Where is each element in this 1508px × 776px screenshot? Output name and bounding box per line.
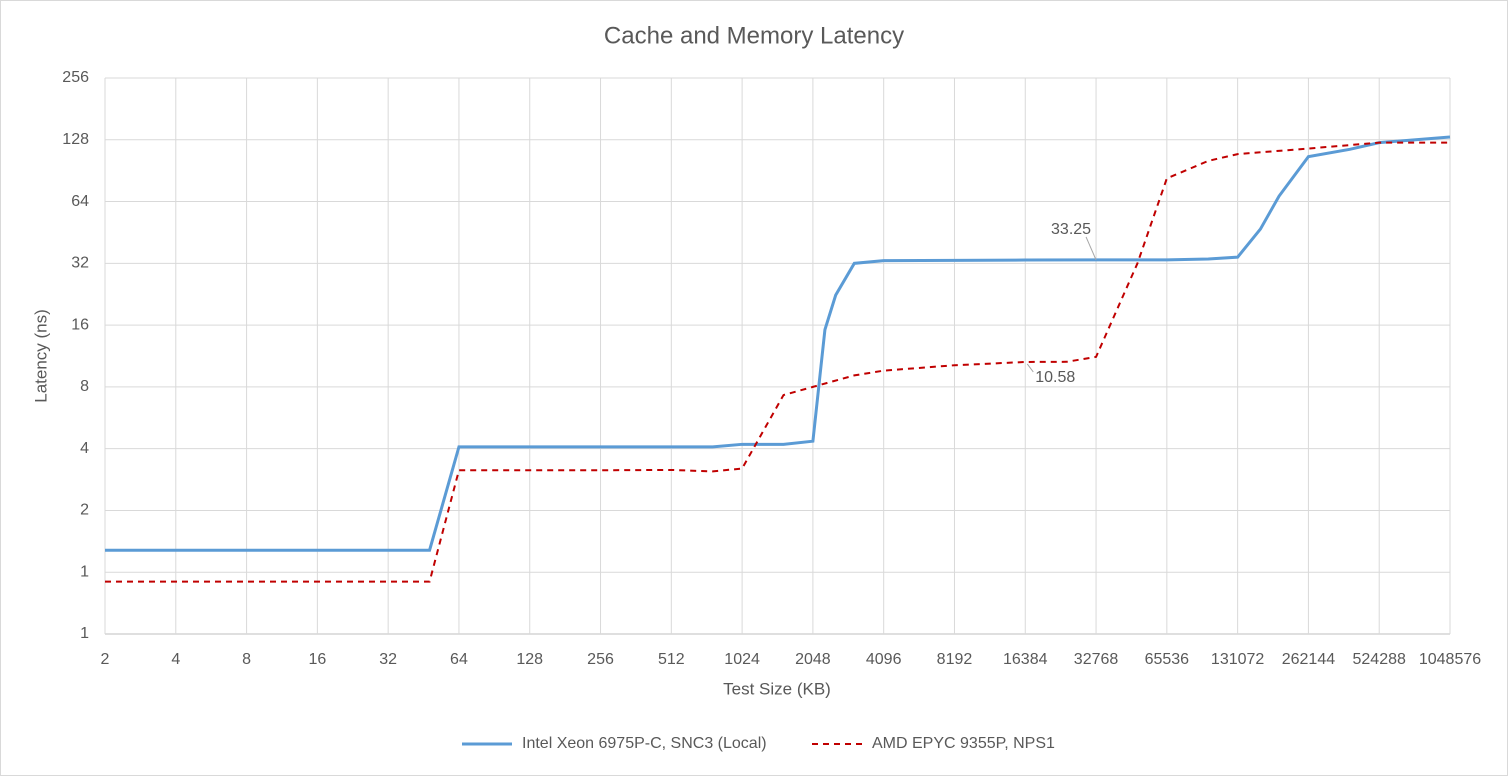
y-tick-label: 1 <box>80 563 89 580</box>
leader-line <box>1026 363 1034 373</box>
x-tick-label: 32768 <box>1074 651 1119 668</box>
x-tick-label: 32 <box>379 651 397 668</box>
x-axis-label: Test Size (KB) <box>723 679 831 698</box>
x-tick-label: 4096 <box>866 651 902 668</box>
x-tick-label: 2 <box>101 651 110 668</box>
y-tick-label: 16 <box>71 316 89 333</box>
y-axis-label: Latency (ns) <box>31 309 50 403</box>
x-tick-label: 512 <box>658 651 685 668</box>
data-label: 33.25 <box>1051 221 1091 238</box>
y-tick-label: 2 <box>80 502 89 519</box>
x-tick-label: 16384 <box>1003 651 1048 668</box>
legend-label: AMD EPYC 9355P, NPS1 <box>872 735 1055 752</box>
chart-title: Cache and Memory Latency <box>604 22 904 49</box>
x-tick-label: 2048 <box>795 651 831 668</box>
x-tick-label: 131072 <box>1211 651 1264 668</box>
series-line <box>105 135 1451 552</box>
y-tick-label: 256 <box>62 69 89 86</box>
x-tick-label: 64 <box>450 651 468 668</box>
x-tick-label: 8 <box>242 651 251 668</box>
x-tick-label: 1024 <box>724 651 760 668</box>
legend-label: Intel Xeon 6975P-C, SNC3 (Local) <box>522 735 767 752</box>
x-tick-label: 256 <box>587 651 614 668</box>
leader-line <box>1085 236 1097 261</box>
x-tick-label: 128 <box>516 651 543 668</box>
x-tick-label: 16 <box>308 651 326 668</box>
y-tick-label: 128 <box>62 131 89 148</box>
x-tick-label: 4 <box>171 651 180 668</box>
data-label: 10.58 <box>1035 369 1075 386</box>
y-tick-label: 1 <box>80 625 89 642</box>
x-tick-label: 8192 <box>937 651 973 668</box>
x-tick-label: 1048576 <box>1419 651 1481 668</box>
y-tick-label: 32 <box>71 255 89 272</box>
x-tick-label: 65536 <box>1145 651 1190 668</box>
y-tick-label: 8 <box>80 378 89 395</box>
x-tick-label: 262144 <box>1282 651 1335 668</box>
x-tick-label: 524288 <box>1353 651 1406 668</box>
y-tick-label: 4 <box>80 440 89 457</box>
y-tick-label: 64 <box>71 193 89 210</box>
